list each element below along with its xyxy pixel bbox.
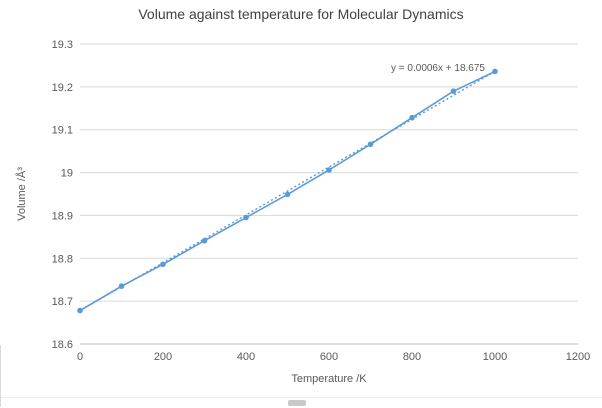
y-tick-label: 19.3 (52, 39, 73, 51)
y-tick-label: 18.8 (52, 253, 73, 265)
chart-title: Volume against temperature for Molecular… (138, 6, 464, 22)
data-point (409, 114, 415, 121)
x-tick-label: 1000 (483, 351, 507, 363)
horizontal-scrollbar[interactable] (0, 397, 602, 408)
chart: Volume against temperature for Molecular… (16, 6, 591, 385)
scrollbar-thumb[interactable] (288, 400, 306, 406)
data-point (160, 261, 166, 268)
x-tick-label: 600 (320, 351, 338, 363)
trendline (79, 70, 496, 312)
data-point (201, 237, 208, 244)
data-point (77, 307, 83, 314)
y-axis-title: Volume /Å³ (16, 167, 28, 221)
y-tick-label: 19 (61, 168, 73, 180)
x-tick-label: 400 (237, 351, 255, 363)
y-tick-label: 19.1 (52, 125, 73, 137)
trendline-equation: y = 0.0006x + 18.675 (391, 63, 485, 74)
worksheet-edge-line (0, 345, 1, 407)
x-tick-label: 0 (77, 351, 83, 363)
y-tick-label: 18.9 (52, 210, 73, 222)
x-tick-label: 1200 (566, 351, 590, 363)
y-tick-label: 19.2 (52, 82, 73, 94)
y-tick-label: 18.7 (52, 296, 73, 308)
plot-area: 18.6 18.7 18.8 18.9 19 19.1 19.2 19.3 0 200 400 600… (52, 39, 591, 363)
data-point (326, 167, 332, 173)
data-point (367, 141, 374, 148)
x-axis-title: Temperature /K (291, 373, 367, 385)
x-tick-label: 200 (154, 351, 172, 363)
data-point (450, 88, 457, 94)
data-point (118, 283, 125, 289)
y-tick-label: 18.6 (52, 339, 73, 351)
x-tick-label: 800 (403, 351, 421, 363)
data-point (243, 214, 249, 221)
data-point (492, 68, 498, 75)
data-point (284, 191, 291, 198)
